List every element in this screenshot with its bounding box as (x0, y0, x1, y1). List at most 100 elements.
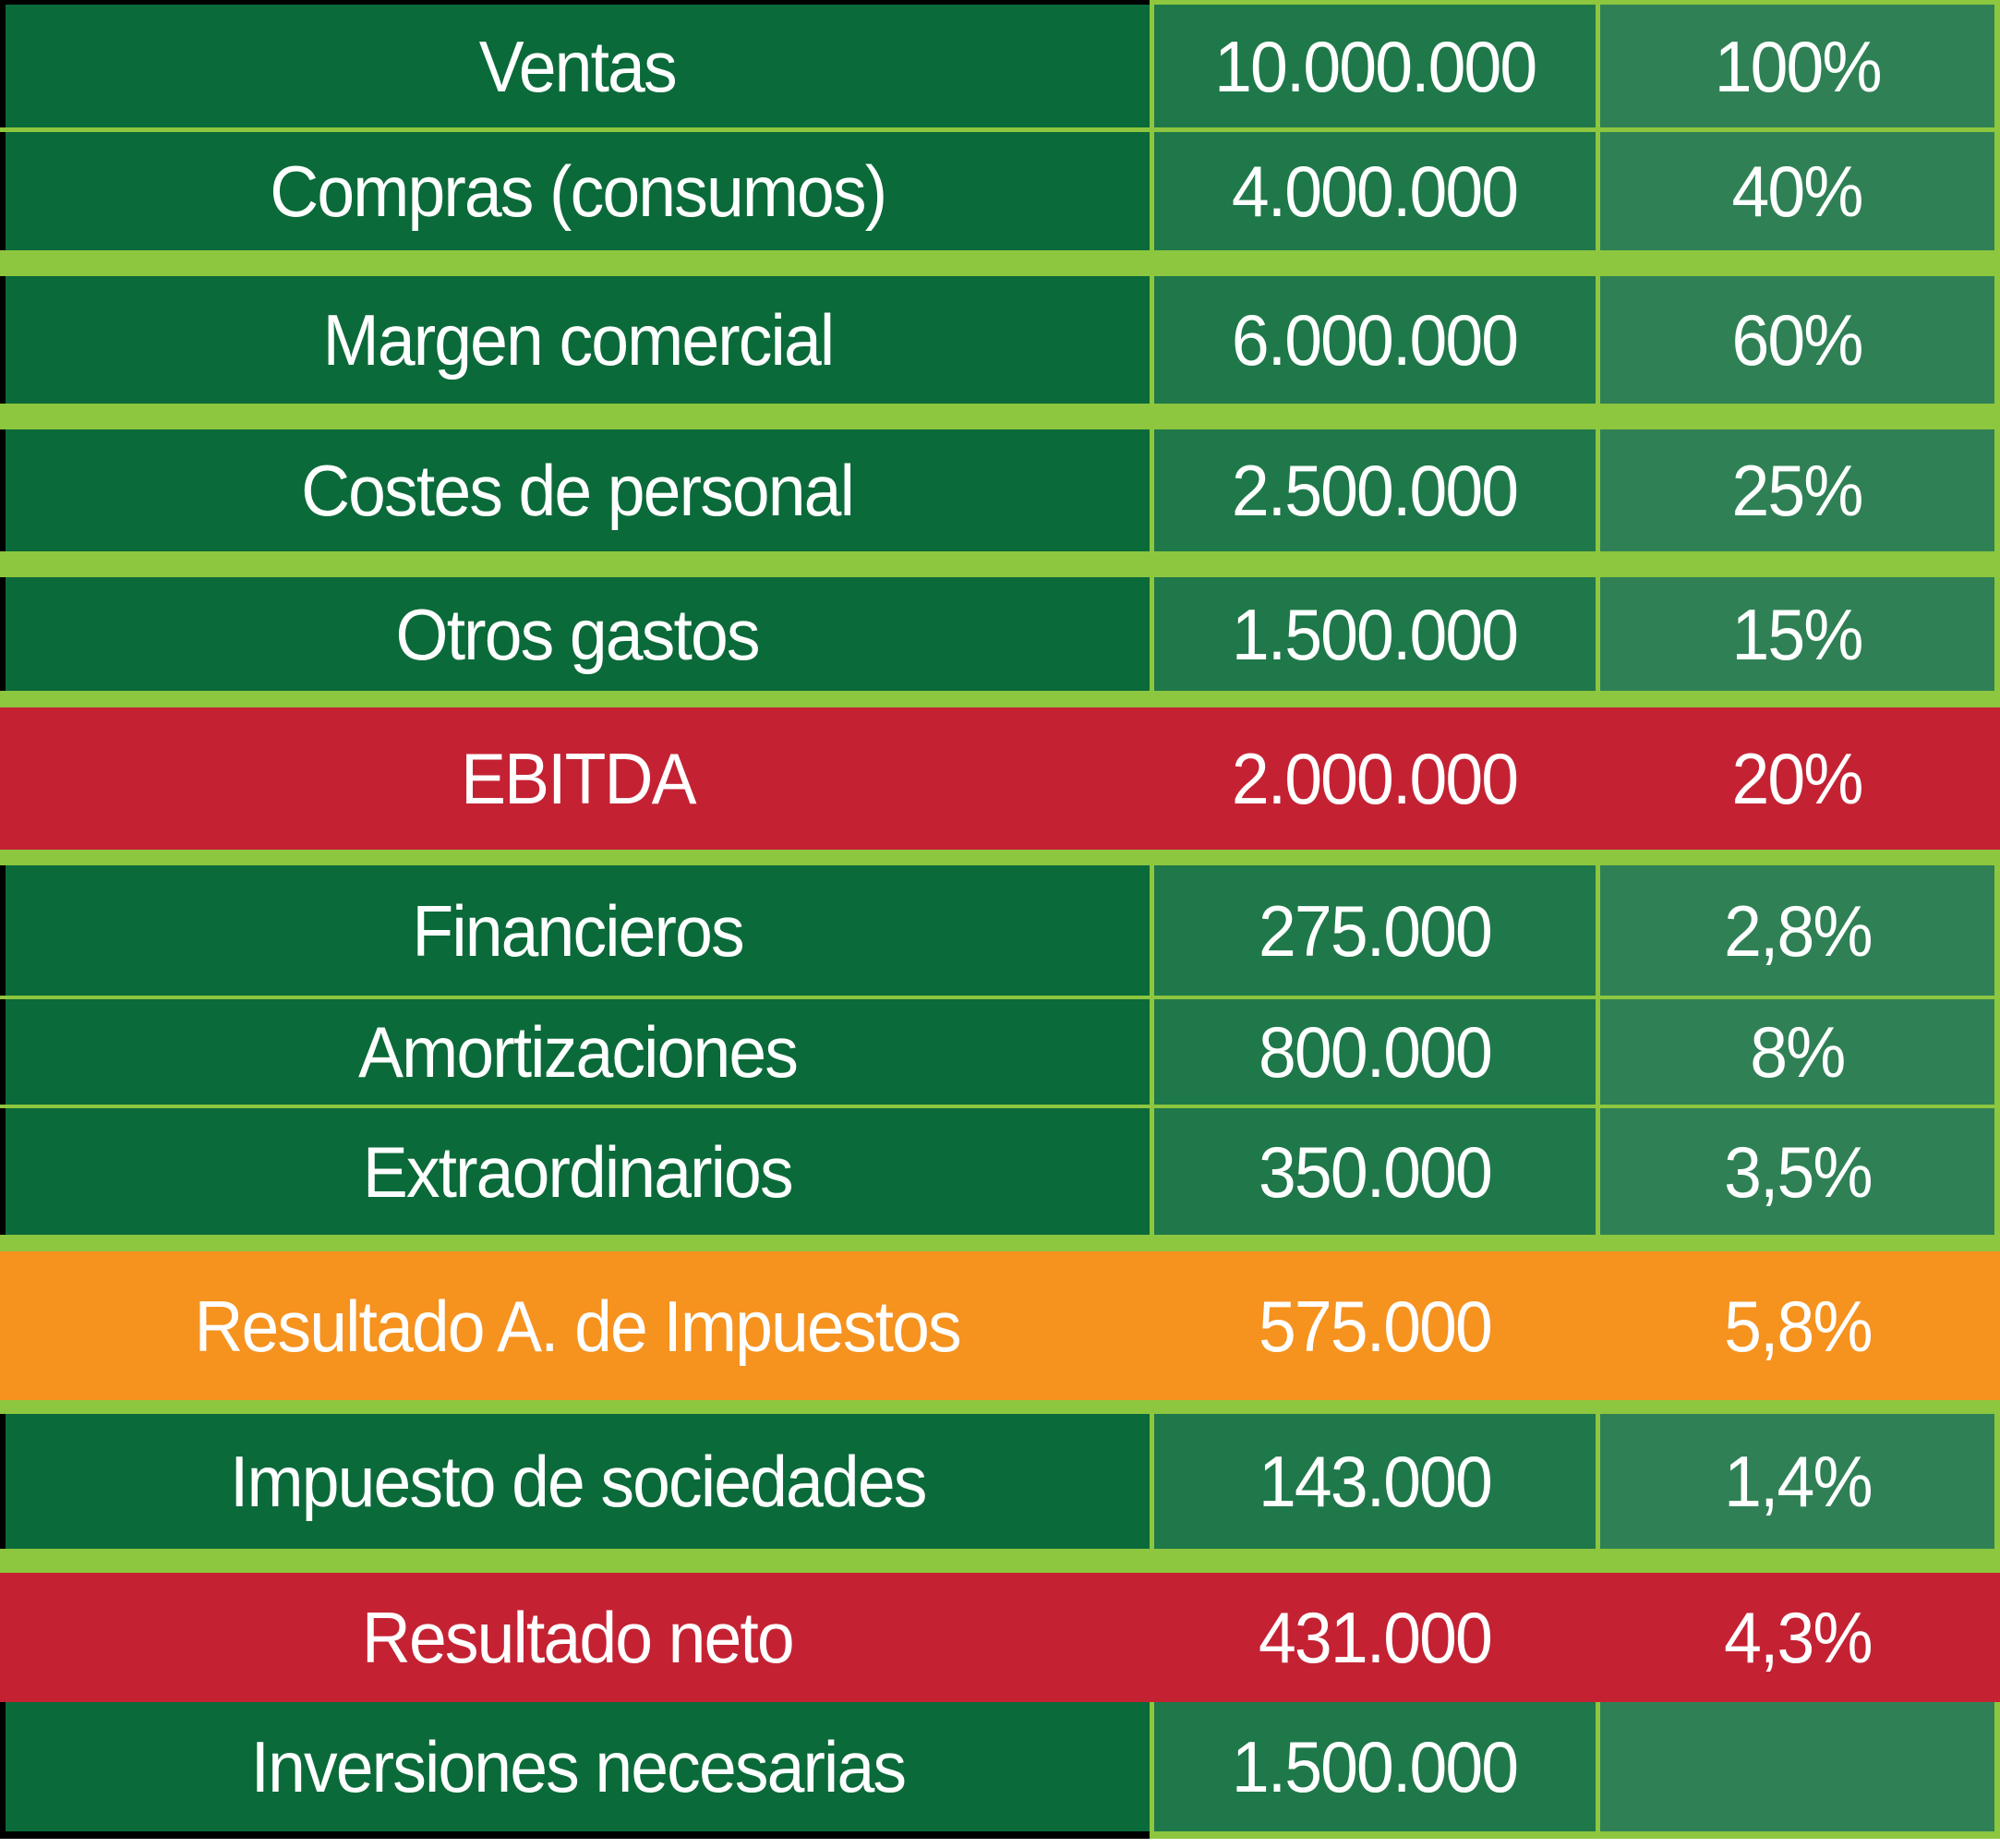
row-value: 800.000 (1259, 1011, 1493, 1093)
row-percent: 20% (1731, 738, 1864, 819)
value-cell: 1.500.000 (1154, 577, 1596, 691)
label-cell: Inversiones necesarias (6, 1702, 1150, 1831)
row-label: Inversiones necesarias (250, 1726, 906, 1807)
table-row-resultado-antes-impuestos: Resultado A. de Impuestos 575.000 5,8% (0, 1251, 2000, 1400)
row-value: 6.000.000 (1232, 299, 1519, 380)
percent-cell: 2,8% (1600, 865, 1994, 996)
percent-cell (1600, 1702, 1994, 1831)
label-cell: Compras (consumos) (6, 132, 1150, 250)
row-separator (0, 404, 2000, 429)
row-separator (0, 1400, 2000, 1414)
row-percent: 40% (1731, 151, 1864, 232)
row-label: Otros gastos (395, 593, 761, 675)
value-cell: 275.000 (1154, 865, 1596, 996)
row-label: Margen comercial (322, 299, 834, 380)
percent-cell: 25% (1600, 429, 1994, 551)
table-row-ventas: Ventas 10.000.000 100% (6, 5, 1994, 127)
row-separator (0, 850, 2000, 865)
row-label: Compras (consumos) (270, 151, 887, 232)
row-percent: 25% (1731, 450, 1864, 531)
percent-cell: 60% (1600, 276, 1994, 404)
percent-cell: 8% (1600, 999, 1994, 1105)
row-percent: 15% (1731, 593, 1864, 675)
table-row-financieros: Financieros 275.000 2,8% (6, 865, 1994, 996)
percent-cell: 15% (1600, 577, 1994, 691)
table-row-resultado-neto: Resultado neto 431.000 4,3% (0, 1573, 2000, 1702)
label-cell: Ventas (6, 5, 1150, 127)
row-label: Resultado A. de Impuestos (194, 1285, 962, 1367)
row-value: 275.000 (1259, 889, 1493, 972)
label-cell: Amortizaciones (6, 999, 1150, 1105)
percent-cell: 1,4% (1600, 1414, 1994, 1549)
row-label: Extraordinarios (363, 1130, 794, 1213)
percent-cell: 100% (1600, 5, 1994, 127)
value-cell: 1.500.000 (1154, 1702, 1596, 1831)
label-cell: EBITDA (6, 707, 1150, 850)
percent-cell: 20% (1600, 707, 1994, 850)
value-cell: 350.000 (1154, 1108, 1596, 1235)
label-cell: Impuesto de sociedades (6, 1414, 1150, 1549)
row-value: 575.000 (1259, 1285, 1493, 1367)
row-value: 431.000 (1259, 1597, 1493, 1678)
row-percent: 2,8% (1723, 889, 1873, 972)
value-cell: 2.500.000 (1154, 429, 1596, 551)
table-row-compras: Compras (consumos) 4.000.000 40% (6, 132, 1994, 250)
row-label: Financieros (412, 889, 744, 972)
row-label: Amortizaciones (358, 1011, 799, 1093)
label-cell: Resultado A. de Impuestos (6, 1251, 1150, 1400)
row-separator (0, 1235, 2000, 1251)
value-cell: 10.000.000 (1154, 5, 1596, 127)
table-row-impuesto-sociedades: Impuesto de sociedades 143.000 1,4% (6, 1414, 1994, 1549)
label-cell: Resultado neto (6, 1573, 1150, 1702)
row-value: 143.000 (1259, 1441, 1493, 1522)
row-value: 10.000.000 (1213, 25, 1537, 107)
table-row-margen-comercial: Margen comercial 6.000.000 60% (6, 276, 1994, 404)
value-cell: 2.000.000 (1154, 707, 1596, 850)
row-label: Ventas (479, 25, 678, 107)
percent-cell: 3,5% (1600, 1108, 1994, 1235)
label-cell: Costes de personal (6, 429, 1150, 551)
label-cell: Otros gastos (6, 577, 1150, 691)
percent-cell: 5,8% (1600, 1251, 1994, 1400)
percent-cell: 4,3% (1600, 1573, 1994, 1702)
row-separator (0, 1105, 2000, 1108)
table-row-amortizaciones: Amortizaciones 800.000 8% (6, 999, 1994, 1105)
row-value: 2.500.000 (1232, 450, 1519, 531)
row-separator (0, 1549, 2000, 1573)
table-row-otros-gastos: Otros gastos 1.500.000 15% (6, 577, 1994, 691)
value-cell: 575.000 (1154, 1251, 1596, 1400)
value-cell: 4.000.000 (1154, 132, 1596, 250)
value-cell: 800.000 (1154, 999, 1596, 1105)
row-label: Resultado neto (362, 1597, 795, 1678)
percent-cell: 40% (1600, 132, 1994, 250)
row-separator (0, 127, 2000, 132)
value-cell: 143.000 (1154, 1414, 1596, 1549)
row-value: 1.500.000 (1232, 593, 1519, 675)
row-percent: 1,4% (1723, 1441, 1873, 1522)
row-label: Costes de personal (301, 450, 856, 531)
row-separator (0, 996, 2000, 999)
row-separator (0, 691, 2000, 707)
row-percent: 8% (1750, 1011, 1846, 1093)
table-row-extraordinarios: Extraordinarios 350.000 3,5% (6, 1108, 1994, 1235)
row-percent: 60% (1731, 299, 1864, 380)
table-row-inversiones-necesarias: Inversiones necesarias 1.500.000 (6, 1702, 1994, 1831)
row-value: 1.500.000 (1232, 1726, 1519, 1807)
row-percent: 4,3% (1723, 1597, 1873, 1678)
row-percent: 5,8% (1723, 1285, 1873, 1367)
row-label: EBITDA (460, 738, 696, 819)
row-separator (0, 551, 2000, 577)
row-value: 350.000 (1259, 1130, 1493, 1213)
value-cell: 6.000.000 (1154, 276, 1596, 404)
row-value: 2.000.000 (1232, 738, 1519, 819)
table-row-costes-personal: Costes de personal 2.500.000 25% (6, 429, 1994, 551)
table-row-ebitda: EBITDA 2.000.000 20% (0, 707, 2000, 850)
row-percent: 100% (1714, 25, 1882, 107)
label-cell: Extraordinarios (6, 1108, 1150, 1235)
label-cell: Financieros (6, 865, 1150, 996)
row-separator (0, 250, 2000, 276)
value-cell: 431.000 (1154, 1573, 1596, 1702)
label-cell: Margen comercial (6, 276, 1150, 404)
